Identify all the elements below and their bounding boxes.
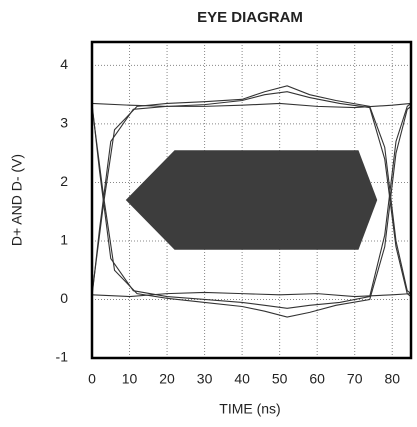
x-axis-label: TIME (ns) [219,401,280,417]
x-tick-label: 0 [88,371,96,387]
plot-frame [90,40,413,360]
eye-mask [125,150,378,250]
chart-title: EYE DIAGRAM [197,9,303,26]
y-tick-label: 2 [60,173,68,189]
y-tick-label: 0 [60,290,68,306]
trace [92,105,411,318]
x-tick-label: 10 [122,371,138,387]
y-tick-label: 3 [60,115,68,131]
trace [92,103,411,309]
y-tick-label: 4 [60,56,68,72]
y-tick-label: -1 [56,349,69,365]
trace [92,291,411,298]
x-tick-label: 70 [347,371,363,387]
trace [92,85,411,295]
y-axis-label: D+ AND D- (V) [9,154,25,246]
x-tick-label: 60 [309,371,325,387]
x-tick-label: 30 [197,371,213,387]
x-tick-label: 80 [384,371,400,387]
x-tick-label: 20 [159,371,175,387]
x-tick-label: 50 [272,371,288,387]
y-tick-label: 1 [60,232,68,248]
x-tick-label: 40 [234,371,250,387]
trace [92,102,411,109]
